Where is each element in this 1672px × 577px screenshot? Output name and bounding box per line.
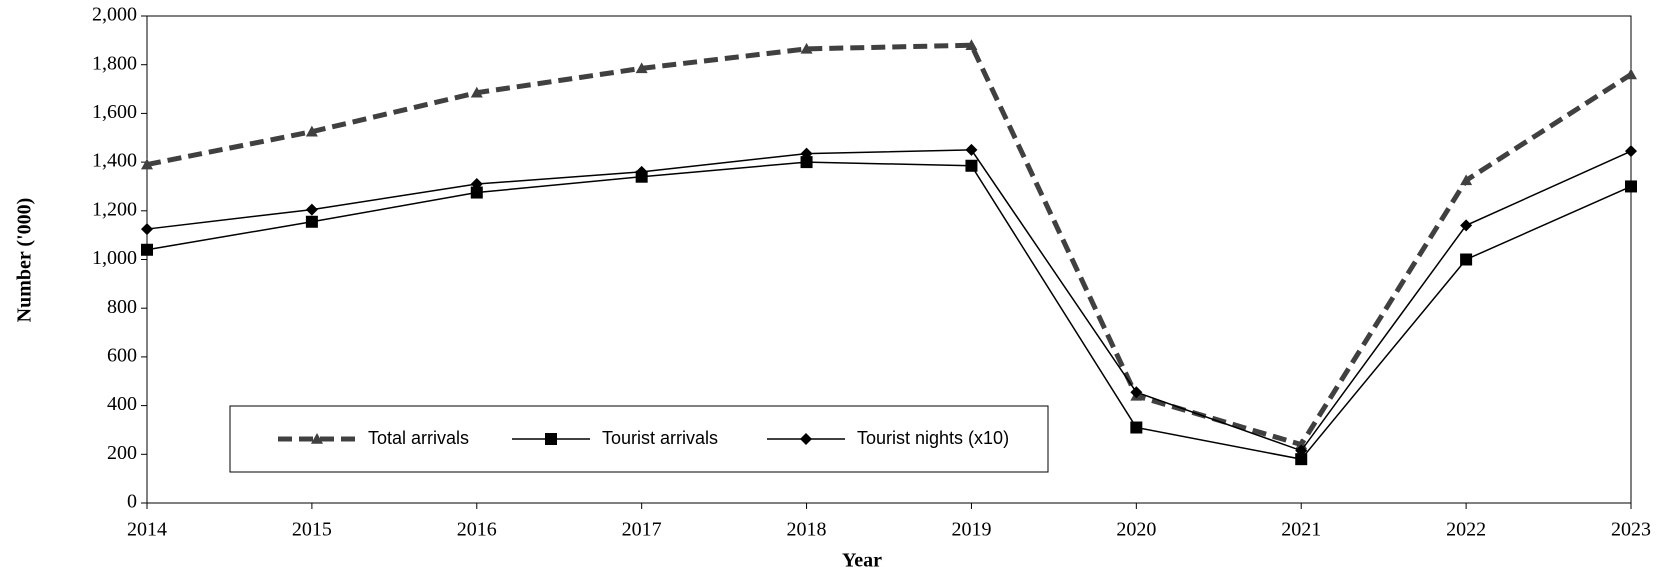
y-tick-label: 1,800	[92, 52, 137, 74]
y-tick-label: 200	[107, 442, 137, 464]
x-tick-label: 2014	[127, 519, 167, 541]
x-tick-label: 2018	[787, 519, 827, 541]
x-tick-label: 2015	[292, 519, 332, 541]
y-tick-label: 1,000	[92, 247, 137, 269]
y-tick-label: 0	[127, 491, 137, 513]
marker	[635, 62, 648, 74]
x-tick-label: 2019	[951, 519, 991, 541]
marker	[305, 215, 318, 228]
marker	[965, 159, 978, 172]
marker	[965, 39, 978, 51]
marker	[800, 147, 813, 160]
series-line	[146, 161, 1632, 460]
marker	[470, 186, 483, 199]
marker	[1460, 174, 1473, 186]
y-tick-label: 1,200	[92, 198, 137, 220]
x-tick-label: 2016	[457, 519, 497, 541]
y-tick-label: 600	[107, 344, 137, 366]
marker	[1460, 219, 1473, 232]
marker	[1295, 453, 1308, 466]
legend-label: Tourist nights (x10)	[857, 428, 1009, 448]
marker	[635, 165, 648, 178]
y-axis-label: Number ('000)	[14, 198, 36, 323]
legend-label: Total arrivals	[368, 428, 469, 448]
marker	[800, 156, 813, 169]
marker	[1130, 421, 1143, 434]
x-axis-label: Year	[842, 550, 882, 572]
x-tick-label: 2020	[1116, 519, 1156, 541]
series-line	[146, 42, 1633, 448]
series-line	[146, 149, 1632, 452]
legend-label: Tourist arrivals	[602, 428, 718, 448]
marker	[141, 243, 153, 256]
marker	[1130, 386, 1143, 399]
x-tick-label: 2017	[622, 519, 662, 541]
marker	[800, 42, 813, 54]
marker	[470, 178, 483, 191]
marker	[1625, 68, 1637, 80]
x-tick-label: 2021	[1281, 519, 1321, 541]
marker	[1625, 180, 1637, 193]
marker	[141, 223, 153, 236]
marker	[965, 143, 978, 156]
x-tick-label: 2022	[1446, 519, 1486, 541]
marker	[1295, 444, 1308, 457]
marker	[1625, 145, 1637, 158]
marker	[141, 158, 153, 170]
marker	[305, 125, 318, 137]
y-tick-label: 800	[107, 296, 137, 318]
legend-marker	[800, 433, 812, 445]
legend-box	[229, 405, 1049, 473]
y-tick-label: 400	[107, 393, 137, 415]
legend-marker	[545, 433, 557, 445]
y-tick-label: 1,600	[92, 101, 137, 123]
y-tick-label: 2,000	[92, 4, 137, 26]
legend-marker	[311, 433, 323, 444]
marker	[305, 203, 318, 216]
y-tick-label: 1,400	[92, 150, 137, 172]
x-tick-label: 2023	[1611, 519, 1651, 541]
marker	[470, 86, 483, 98]
marker	[1460, 253, 1473, 266]
